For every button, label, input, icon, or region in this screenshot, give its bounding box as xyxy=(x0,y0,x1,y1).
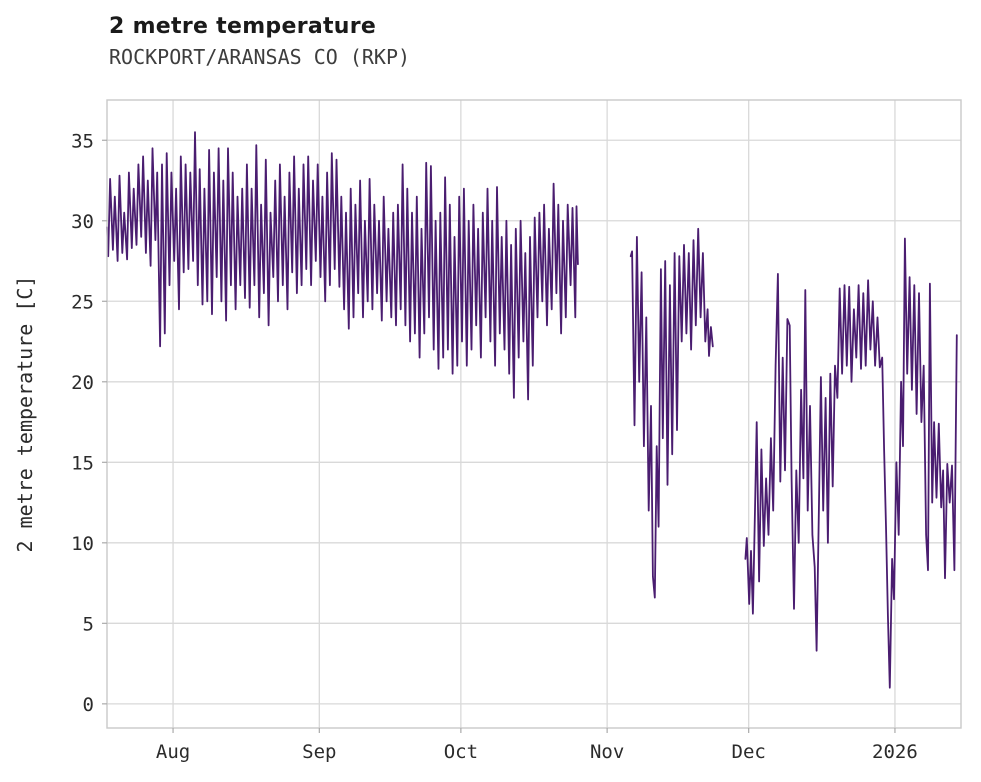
plot-background xyxy=(107,100,961,728)
temperature-series xyxy=(629,227,714,599)
x-tick-label: Aug xyxy=(156,741,190,763)
y-tick-label: 25 xyxy=(71,291,94,313)
x-tick-label: Dec xyxy=(732,741,766,763)
chart-header: 2 metre temperature ROCKPORT/ARANSAS CO … xyxy=(109,14,410,69)
y-tick-label: 0 xyxy=(83,694,94,716)
y-tick-label: 10 xyxy=(71,533,94,555)
y-tick-label: 35 xyxy=(71,130,94,152)
y-tick-label: 15 xyxy=(71,452,94,474)
x-tick-label: Sep xyxy=(302,741,336,763)
x-tick-label: Oct xyxy=(444,741,478,763)
y-tick-label: 20 xyxy=(71,372,94,394)
x-tick-label: 2026 xyxy=(872,741,918,763)
y-axis-label: 2 metre temperature [C] xyxy=(13,276,37,553)
y-tick-label: 30 xyxy=(71,211,94,233)
plot-border xyxy=(106,99,962,729)
y-tick-label: 5 xyxy=(83,613,94,635)
temperature-series xyxy=(744,237,958,689)
chart-title: 2 metre temperature xyxy=(109,14,377,39)
temperature-series xyxy=(106,131,579,401)
chart-subtitle: ROCKPORT/ARANSAS CO (RKP) xyxy=(109,45,411,69)
x-tick-label: Nov xyxy=(590,741,624,763)
